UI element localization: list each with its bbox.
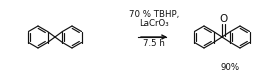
Text: LaCrO₃: LaCrO₃ [139,18,169,28]
Text: O: O [219,15,227,25]
Text: 70 % TBHP,: 70 % TBHP, [129,11,179,19]
Text: 7.5 h: 7.5 h [143,39,165,48]
Text: 90%: 90% [221,62,239,71]
